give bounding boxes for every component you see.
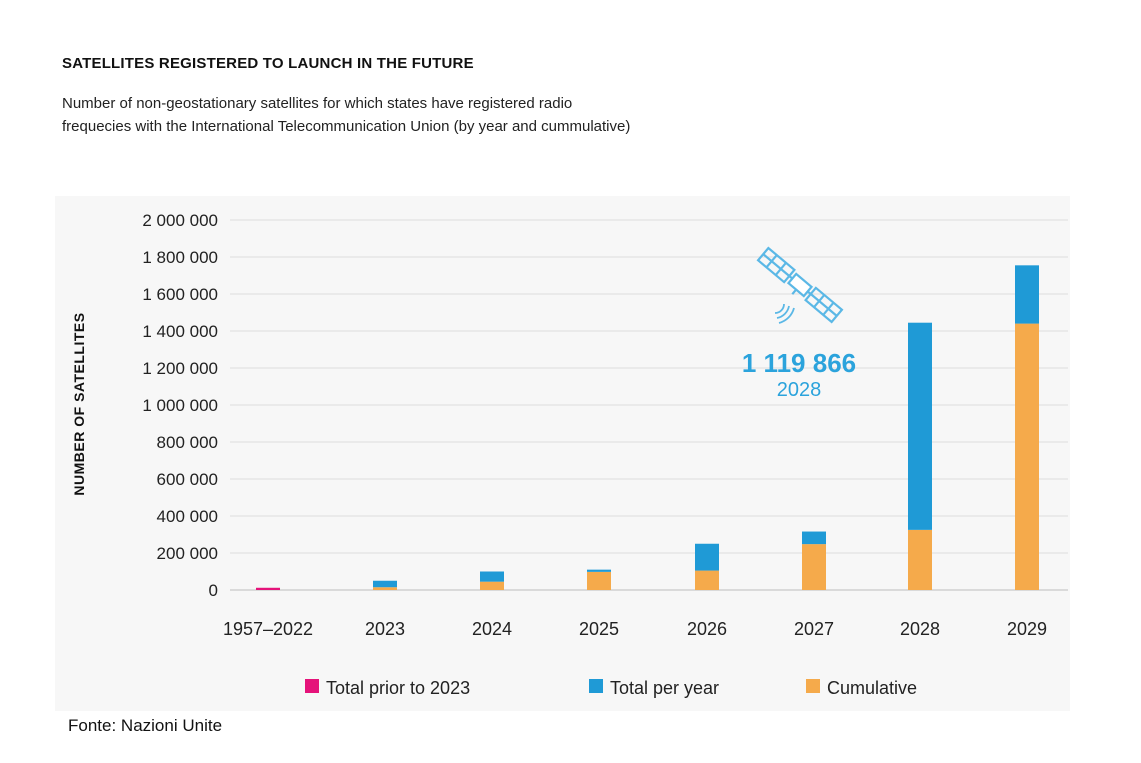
y-tick-label: 1 800 000 (142, 248, 218, 267)
y-tick-label: 600 000 (157, 470, 218, 489)
subtitle-line-2: frequecies with the International Teleco… (62, 118, 631, 135)
legend-swatch (305, 679, 319, 693)
x-tick-label: 1957–2022 (223, 619, 313, 639)
legend-label: Cumulative (827, 678, 917, 698)
bar-per_year-4 (695, 543, 719, 571)
y-tick-label: 2 000 000 (142, 211, 218, 230)
chart-panel (55, 196, 1070, 711)
x-tick-label: 2028 (900, 619, 940, 639)
bar-per_year-6 (908, 322, 932, 530)
satellite-icon (756, 246, 844, 324)
y-tick-label: 1 200 000 (142, 359, 218, 378)
signal-waves-icon (774, 303, 795, 324)
legend-swatch (589, 679, 603, 693)
bar-cumulative-3 (587, 571, 611, 590)
legend-label: Total per year (610, 678, 719, 698)
bar-cumulative-5 (802, 544, 826, 590)
legend-swatch (806, 679, 820, 693)
bar-per_year-5 (802, 531, 826, 545)
bar-cumulative-2 (480, 581, 504, 590)
y-tick-label: 0 (209, 581, 218, 600)
x-tick-label: 2023 (365, 619, 405, 639)
y-tick-label: 1 600 000 (142, 285, 218, 304)
x-tick-label: 2026 (687, 619, 727, 639)
y-tick-label: 1 000 000 (142, 396, 218, 415)
legend-item-per_year: Total per year (589, 678, 719, 698)
legend-item-cumulative: Cumulative (806, 678, 917, 698)
x-tick-label: 2025 (579, 619, 619, 639)
grid-layer (230, 219, 1068, 591)
bar-layer (256, 265, 1039, 590)
annotation-value: 1 119 866 (742, 348, 856, 378)
x-tick-label: 2029 (1007, 619, 1047, 639)
bar-per_year-1 (373, 580, 397, 588)
bar-prior-0 (256, 587, 280, 590)
x-tick-label: 2024 (472, 619, 512, 639)
legend-label: Total prior to 2023 (326, 678, 470, 698)
bar-cumulative-4 (695, 570, 719, 590)
chart-subtitle: Number of non-geostationary satellites f… (62, 92, 782, 138)
bar-cumulative-6 (908, 529, 932, 590)
legend-item-prior: Total prior to 2023 (305, 678, 470, 698)
annotation-year: 2028 (777, 379, 822, 401)
legend: Total prior to 2023 Total per year Cumulat… (305, 678, 917, 698)
y-tick-label: 200 000 (157, 544, 218, 563)
y-tick-label: 400 000 (157, 507, 218, 526)
bar-cumulative-1 (373, 587, 397, 590)
x-axis-ticks: 1957–2022 2023 2024 2025 2026 2027 2028 2029 (223, 619, 1047, 639)
y-tick-label: 800 000 (157, 433, 218, 452)
bar-cumulative-7 (1015, 323, 1039, 590)
bar-per_year-7 (1015, 265, 1039, 324)
y-axis-ticks: 0 200 000 400 000 600 000 800 000 1 000 000 1 … (142, 211, 218, 600)
subtitle-line-1: Number of non-geostationary satellites f… (62, 95, 573, 112)
y-axis-label: NUMBER OF SATELLITES (71, 312, 87, 495)
y-tick-label: 1 400 000 (142, 322, 218, 341)
source-note: Fonte: Nazioni Unite (68, 716, 223, 735)
chart-title: SATELLITES REGISTERED TO LAUNCH IN THE F… (62, 55, 474, 72)
x-tick-label: 2027 (794, 619, 834, 639)
bar-per_year-3 (587, 569, 611, 572)
bar-per_year-2 (480, 571, 504, 582)
